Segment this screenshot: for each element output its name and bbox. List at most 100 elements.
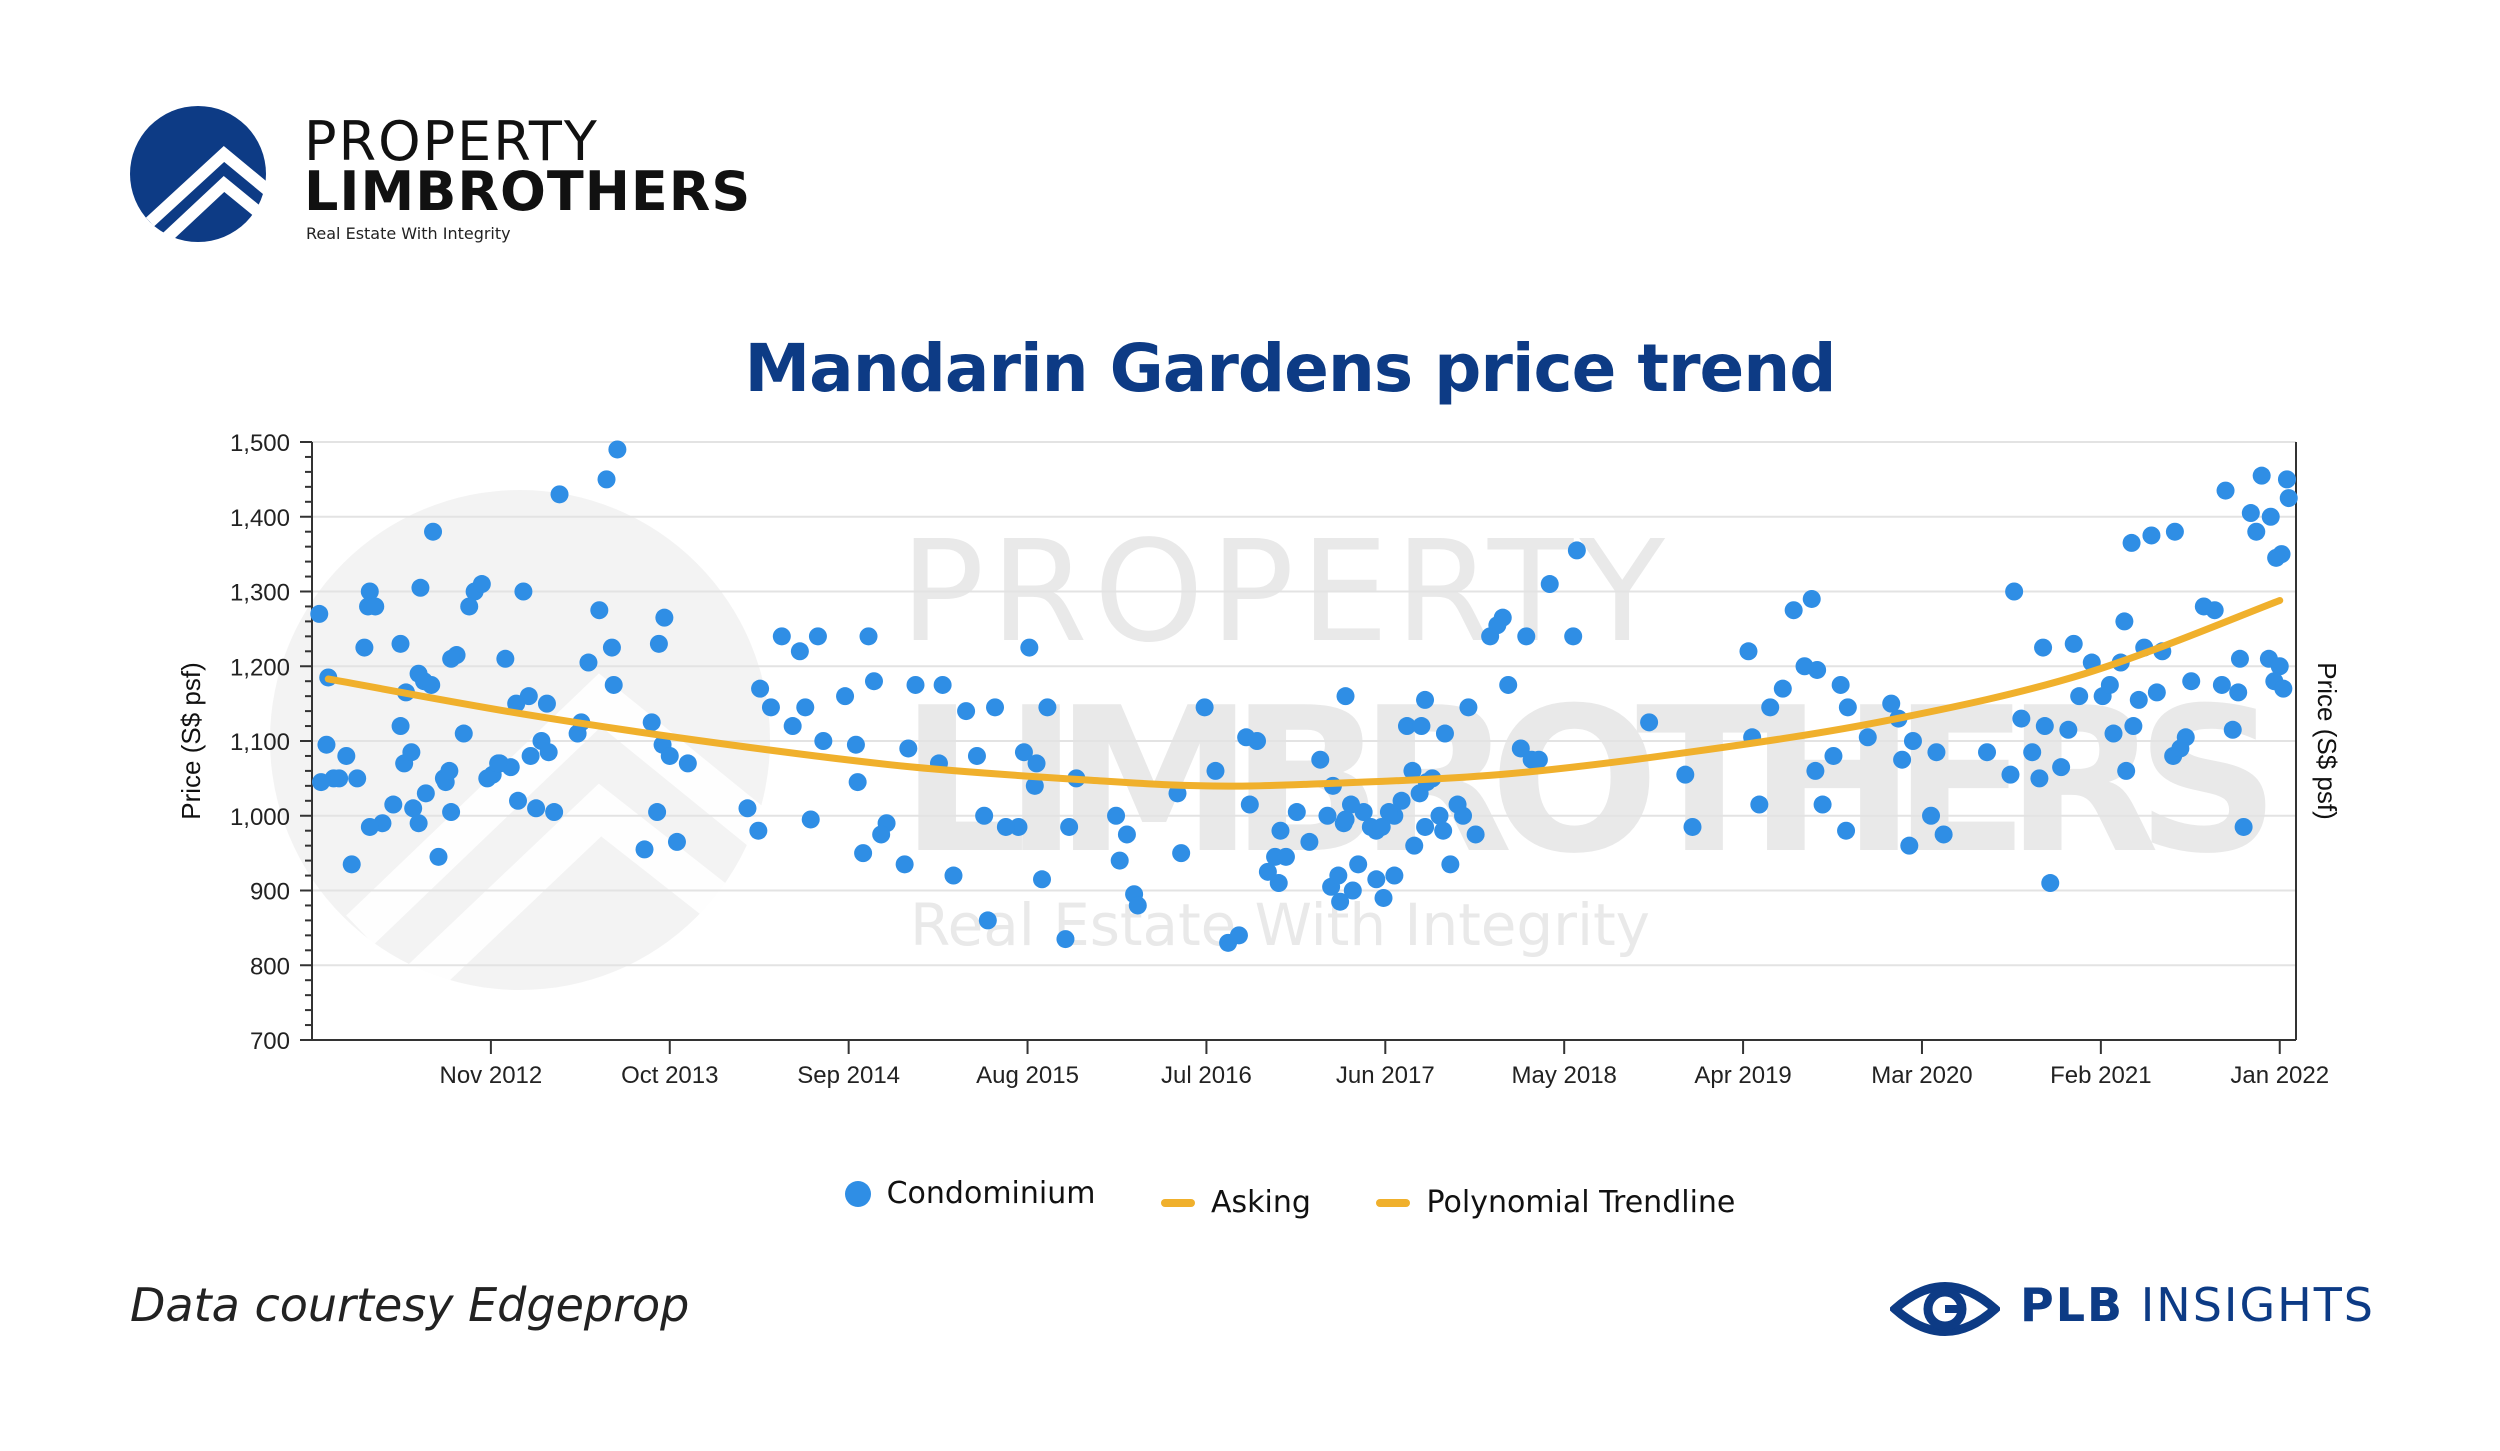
data-point [2122,533,2141,552]
data-point [1893,750,1912,769]
data-point [864,672,883,691]
data-point [1416,817,1435,836]
data-point [2100,675,2119,694]
data-point [642,713,661,732]
data-point [1056,930,1075,949]
source-note: Data courtesy Edgeprop [130,1278,690,1332]
data-point [1027,754,1046,773]
data-point [1773,679,1792,698]
y-tick-label: 1,200 [230,654,290,681]
x-tick-label: Jan 2022 [2230,1062,2329,1089]
data-point [846,735,865,754]
data-point [1412,717,1431,736]
data-point [317,735,336,754]
data-point [496,649,515,668]
data-point [1824,746,1843,765]
data-point [2142,526,2161,545]
data-point [1434,821,1453,840]
data-point [1287,803,1306,822]
y-axis-label-right: Price (S$ psf) [2312,662,2342,820]
data-point [1795,657,1814,676]
data-point [409,814,428,833]
data-point [1240,795,1259,814]
data-point [1107,806,1126,825]
y-tick-label: 700 [250,1028,290,1055]
data-point [1416,690,1435,709]
legend-line-icon [1376,1198,1411,1207]
data-point [1336,810,1355,829]
data-point [2274,679,2293,698]
data-point [1640,713,1659,732]
data-point [1499,675,1518,694]
data-point [422,675,441,694]
data-point [1927,743,1946,762]
data-point [2041,874,2060,893]
data-point [1269,874,1288,893]
data-point [1882,694,1901,713]
data-point [384,795,403,814]
data-point [1540,575,1559,594]
data-point [1903,732,1922,750]
data-point [509,791,528,810]
data-point [933,675,952,694]
data-point [1060,817,1079,836]
data-point [442,649,461,668]
data-point [872,825,891,844]
data-point [1858,728,1877,747]
data-point [337,746,356,765]
data-point [590,601,609,620]
data-point [783,717,802,736]
logo-line-2: LIMBROTHERS [304,160,752,223]
watermark-tagline: Real Estate With Integrity [910,891,1650,959]
data-point [660,746,679,765]
data-point [678,754,697,773]
data-point [1435,724,1454,743]
y-tick-label: 1,400 [230,505,290,532]
data-point [489,754,508,773]
data-point [1466,825,1485,844]
data-point [429,847,448,866]
logo-line-1: PROPERTY [304,110,599,173]
y-tick-label: 900 [250,879,290,906]
data-point [808,627,827,646]
x-tick-label: Mar 2020 [1871,1062,1972,1089]
data-point [1258,862,1277,881]
data-point [1206,761,1225,780]
legend-dot-icon [844,1180,871,1207]
data-point [2212,675,2231,694]
data-point [649,634,668,653]
data-point [1248,732,1267,750]
data-point [366,597,385,616]
data-point [545,803,564,822]
y-tick-label: 1,000 [230,804,290,831]
data-point [814,732,833,750]
data-point [1367,870,1386,889]
data-point [2234,817,2253,836]
data-point [1837,821,1856,840]
brand-logo: PROPERTY LIMBROTHERS Real Estate With In… [128,104,750,254]
data-point [527,799,546,818]
data-point [2267,548,2286,567]
data-point [391,634,410,653]
legend: Condominium Asking Polynomial Trendline [0,1176,2500,1220]
data-point [360,817,379,836]
data-point [1802,589,1821,608]
data-point [2247,522,2266,541]
data-point [360,582,379,601]
data-point [1806,761,1825,780]
data-point [1300,832,1319,851]
data-point [996,817,1015,836]
data-point [1488,616,1507,635]
data-point [1110,851,1129,870]
data-point [1014,743,1033,762]
x-tick-label: Sep 2014 [797,1062,900,1089]
data-point [597,470,616,489]
data-point [608,440,627,459]
data-point [2182,672,2201,691]
y-tick-label: 1,500 [230,430,290,457]
trendline-path [324,596,2284,790]
data-point [2229,683,2248,702]
data-point [348,769,367,788]
data-point [906,675,925,694]
